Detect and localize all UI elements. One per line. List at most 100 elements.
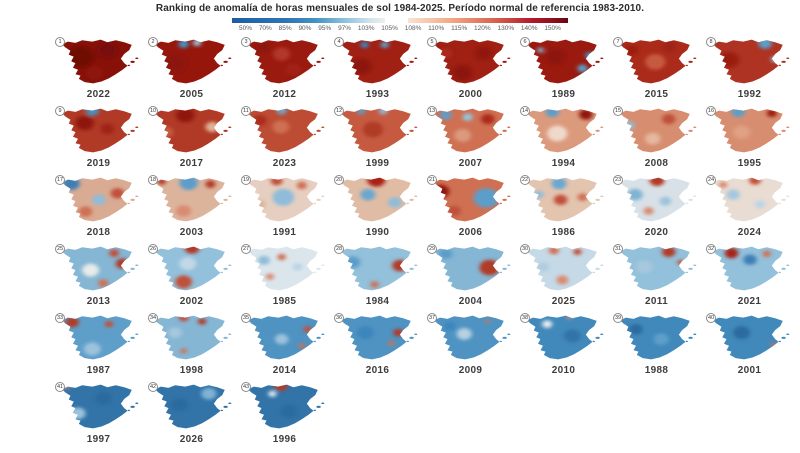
spain-anomaly-map (619, 108, 696, 153)
balearic-island-icon (499, 64, 502, 67)
balearic-island-icon (413, 126, 417, 129)
balearic-island-icon (780, 60, 786, 63)
rank-badge: 20 (334, 175, 344, 185)
balearic-island-icon (685, 271, 688, 274)
balearic-island-icon (129, 198, 135, 201)
year-label: 1985 (272, 296, 297, 307)
year-label: 1989 (551, 89, 576, 100)
balearic-island-icon (406, 202, 409, 205)
rank-badge: 32 (706, 244, 716, 254)
balearic-island-icon (778, 202, 781, 205)
balearic-island-icon (687, 267, 693, 270)
map-cell: 9 2019 (52, 104, 145, 173)
balearic-island-icon (594, 129, 600, 132)
map-cell: 27 1985 (238, 242, 331, 311)
spain-anomaly-map (154, 39, 231, 84)
rank-badge: 13 (427, 106, 437, 116)
balearic-island-icon (599, 264, 603, 267)
balearic-island-icon (313, 409, 316, 412)
balearic-island-icon (692, 264, 696, 267)
balearic-island-icon (129, 336, 135, 339)
balearic-island-icon (780, 129, 786, 132)
legend-tick-label: 105% (381, 25, 398, 32)
legend-tick-labels: 50% 70% 85% 90% 95% 97% 103% 105% 108% 110% 115% 12… (232, 25, 568, 32)
rank-badge: 11 (241, 106, 251, 116)
balearic-island-icon (785, 57, 789, 60)
rank-badge: 35 (241, 313, 251, 323)
map-cell: 22 1986 (517, 173, 610, 242)
balearic-island-icon (320, 126, 324, 129)
map-cell: 15 2008 (610, 104, 703, 173)
map-cell: 18 2003 (145, 173, 238, 242)
balearic-island-icon (685, 133, 688, 136)
rank-badge: 18 (148, 175, 158, 185)
spain-anomaly-map (433, 315, 510, 360)
balearic-island-icon (780, 336, 786, 339)
rank-badge: 43 (241, 382, 251, 392)
map-cell: 34 1998 (145, 311, 238, 380)
spain-anomaly-map (340, 315, 417, 360)
map-cell: 37 2009 (424, 311, 517, 380)
balearic-island-icon (778, 64, 781, 67)
balearic-island-icon (134, 126, 138, 129)
balearic-island-icon (499, 133, 502, 136)
rank-badge: 26 (148, 244, 158, 254)
map-cell: 29 2004 (424, 242, 517, 311)
balearic-island-icon (134, 57, 138, 60)
balearic-island-icon (227, 333, 231, 336)
year-label: 2019 (86, 158, 111, 169)
balearic-island-icon (592, 64, 595, 67)
rank-badge: 4 (334, 37, 344, 47)
year-label: 2011 (645, 296, 668, 307)
year-label: 1984 (365, 296, 390, 307)
map-cell: 1 2022 (52, 35, 145, 104)
rank-badge: 37 (427, 313, 437, 323)
spain-anomaly-map (154, 177, 231, 222)
year-label: 2006 (458, 227, 483, 238)
year-label: 2024 (737, 227, 762, 238)
balearic-island-icon (313, 271, 316, 274)
spain-anomaly-map (61, 108, 138, 153)
balearic-island-icon (687, 336, 693, 339)
map-cell: 40 2001 (703, 311, 796, 380)
rank-badge: 19 (241, 175, 251, 185)
map-cell: 24 2024 (703, 173, 796, 242)
balearic-island-icon (129, 60, 135, 63)
balearic-island-icon (127, 133, 130, 136)
rank-badge: 22 (520, 175, 530, 185)
balearic-island-icon (501, 129, 507, 132)
balearic-island-icon (599, 333, 603, 336)
legend-tick-label: 140% (520, 25, 538, 32)
map-cell: 3 2012 (238, 35, 331, 104)
balearic-island-icon (222, 60, 228, 63)
spain-anomaly-map (340, 177, 417, 222)
year-label: 1998 (179, 365, 204, 376)
balearic-island-icon (220, 133, 223, 136)
year-label: 2016 (365, 365, 390, 376)
balearic-island-icon (687, 60, 693, 63)
legend-tick-label: 103% (357, 25, 375, 32)
balearic-island-icon (594, 60, 600, 63)
balearic-island-icon (785, 333, 789, 336)
rank-badge: 8 (706, 37, 716, 47)
balearic-island-icon (227, 126, 231, 129)
balearic-island-icon (222, 198, 228, 201)
balearic-island-icon (313, 340, 316, 343)
map-cell: 33 1987 (52, 311, 145, 380)
balearic-island-icon (127, 409, 130, 412)
page-title: Ranking de anomalía de horas mensuales d… (155, 3, 645, 14)
spain-anomaly-map (247, 39, 324, 84)
year-label: 2002 (179, 296, 204, 307)
spain-anomaly-map (526, 246, 603, 291)
balearic-island-icon (222, 405, 228, 408)
rank-badge: 33 (55, 313, 65, 323)
spain-anomaly-map (61, 315, 138, 360)
balearic-island-icon (315, 198, 321, 201)
balearic-island-icon (685, 64, 688, 67)
map-cell: 31 2011 (610, 242, 703, 311)
balearic-island-icon (785, 264, 789, 267)
balearic-island-icon (315, 267, 321, 270)
balearic-island-icon (692, 333, 696, 336)
spain-anomaly-map (61, 177, 138, 222)
balearic-island-icon (785, 195, 789, 198)
